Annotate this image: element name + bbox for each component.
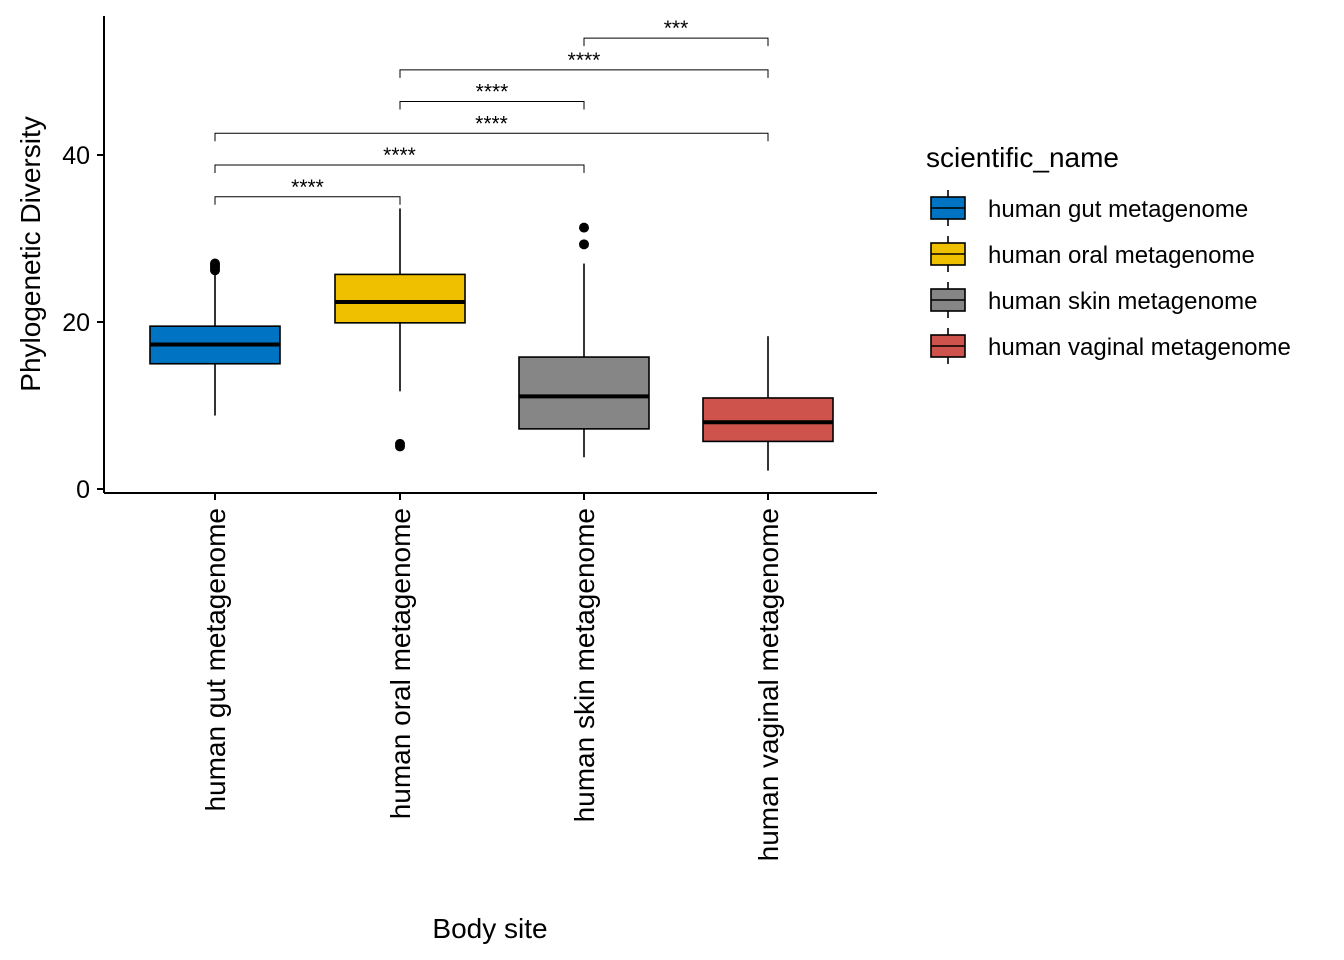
significance-label: **** [568,49,601,72]
significance-label: **** [291,176,324,199]
bracket-line [214,164,585,174]
y-axis-title: Phylogenetic Diversity [15,116,46,391]
significance-bracket: *** [583,17,769,47]
x-tick-label: human oral metagenome [385,508,416,819]
legend-label: human skin metagenome [988,288,1257,315]
outlier-point [210,258,220,269]
y-tick-label: 20 [62,309,90,337]
y-tick-label: 0 [76,476,90,504]
significance-label: *** [664,17,689,40]
outlier-point [395,438,405,449]
significance-bracket: **** [214,176,401,205]
y-tick-label: 40 [62,142,90,170]
legend-item: human vaginal metagenome [930,328,1291,364]
plot-area: *********************** [149,17,834,471]
significance-bracket: **** [214,112,769,142]
significance-bracket: **** [399,49,769,78]
bracket-line [399,101,585,110]
box-group [518,222,650,458]
bracket-line [214,132,769,142]
box-group [702,336,834,471]
significance-bracket: **** [399,81,585,110]
x-tick-label: human gut metagenome [200,508,231,812]
x-tick-label: human vaginal metagenome [753,508,784,861]
legend: scientific_name human gut metagenome huma… [926,142,1291,364]
legend-label: human oral metagenome [988,242,1255,269]
box-group [149,258,281,416]
x-tick-label: human skin metagenome [569,508,600,822]
bracket-line [214,196,401,205]
x-axis-title: Body site [432,913,547,944]
legend-title: scientific_name [926,142,1119,173]
significance-label: **** [383,144,416,167]
legend-item: human skin metagenome [930,282,1257,318]
significance-label: **** [476,81,509,104]
bracket-line [583,37,769,47]
box [334,273,466,324]
significance-bracket: **** [214,144,585,174]
legend-label: human gut metagenome [988,196,1248,223]
legend-label: human vaginal metagenome [988,334,1291,361]
outlier-point [579,222,589,233]
outlier-point [579,239,589,250]
legend-item: human gut metagenome [930,190,1248,226]
legend-item: human oral metagenome [930,236,1255,272]
axes: 0 20 40 human gut metagenome human oral meta… [62,16,877,861]
significance-label: **** [475,112,508,135]
box-group [334,208,466,452]
box [518,356,650,430]
bracket-line [399,69,769,78]
box [702,397,834,443]
